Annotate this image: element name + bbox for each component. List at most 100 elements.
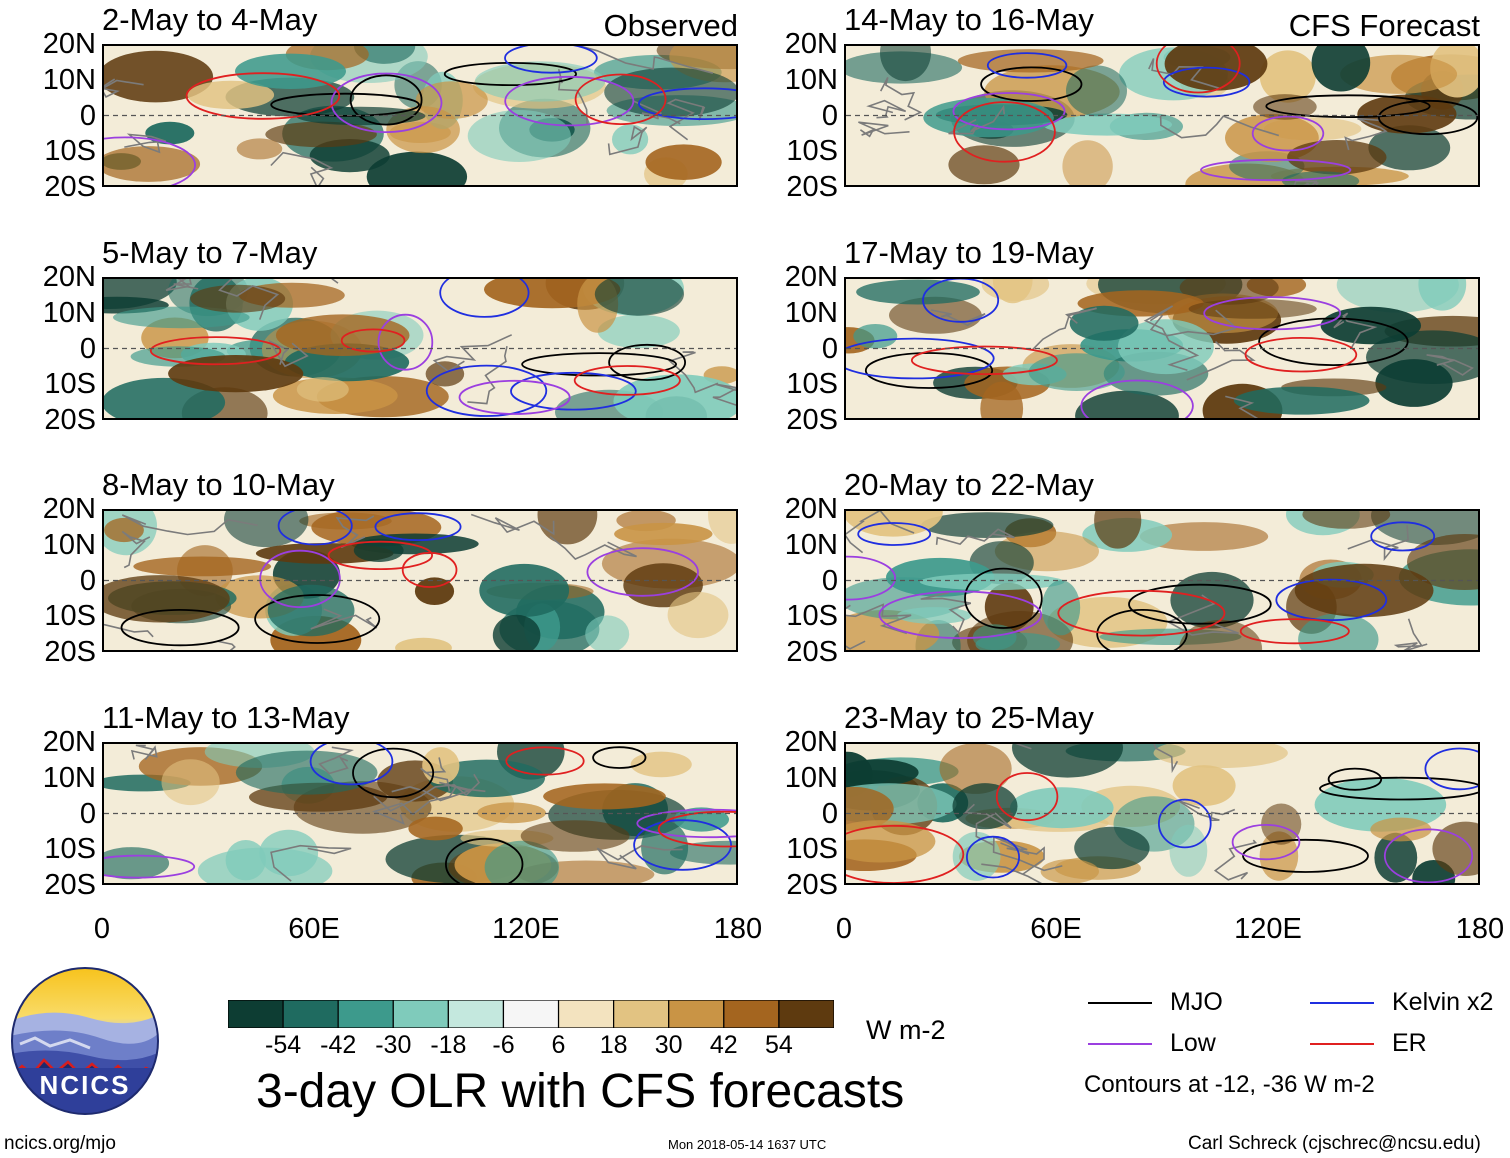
olr-anomaly-blob — [477, 802, 546, 824]
olr-anomaly-blob — [113, 306, 250, 329]
contour-mjo — [1258, 317, 1409, 366]
colorbar — [227, 999, 835, 1029]
coastline — [607, 125, 648, 156]
coastline — [121, 530, 151, 569]
contour-kelvin-x2 — [504, 46, 598, 74]
contour-low — [377, 313, 434, 371]
coastline — [104, 623, 154, 638]
coastline — [121, 514, 258, 536]
olr-anomaly-blob — [1169, 824, 1208, 877]
olr-anomaly-blob — [880, 46, 931, 82]
contour-mjo — [1096, 609, 1188, 650]
y-tick-label: 10N — [784, 63, 838, 96]
contour-er — [910, 345, 1058, 376]
coastline — [576, 46, 714, 74]
legend-line — [1310, 1043, 1374, 1045]
contour-er — [505, 746, 585, 776]
olr-anomaly-blob — [408, 816, 463, 841]
x-tick-label: 180 — [713, 913, 763, 945]
contour-mjo — [980, 66, 1083, 102]
coastline — [1177, 799, 1236, 822]
contour-low — [1200, 158, 1352, 182]
panel-title: 17-May to 19-May — [844, 235, 1094, 270]
colorbar-swatch — [668, 999, 725, 1029]
olr-anomaly-blob — [133, 556, 272, 577]
y-tick-label: 10S — [786, 833, 838, 866]
coastline — [632, 100, 681, 125]
x-tick-label: 180 — [1455, 913, 1505, 945]
contour-er — [1239, 618, 1350, 645]
contour-kelvin-x2 — [1424, 747, 1478, 791]
coastline — [549, 535, 637, 560]
forecast-label: CFS Forecast — [1288, 8, 1480, 43]
legend-label: Low — [1170, 1029, 1216, 1057]
colorbar-level-label: 54 — [764, 1031, 793, 1059]
coastline — [963, 803, 1012, 846]
contour-low — [636, 808, 736, 839]
x-tick-label: 0 — [835, 913, 853, 945]
olr-anomaly-blob — [846, 786, 894, 831]
olr-anomaly-blob — [952, 783, 1018, 830]
olr-anomaly-blob — [235, 750, 378, 795]
contour-er — [953, 101, 1056, 163]
colorbar-level-label: -6 — [492, 1031, 515, 1059]
contour-kelvin-x2 — [1275, 578, 1388, 622]
contour-mjo — [864, 352, 994, 389]
y-tick-label: 10S — [44, 600, 96, 633]
olr-anomaly-blob — [1287, 140, 1387, 175]
y-tick-label: 0 — [821, 564, 838, 597]
olr-anomaly-blob — [856, 279, 980, 305]
olr-anomaly-blob — [1432, 821, 1478, 876]
coastline — [1143, 305, 1200, 372]
contour-mjo — [1265, 94, 1431, 119]
colorbar-level-label: -30 — [375, 1031, 412, 1059]
olr-anomaly-blob — [980, 381, 1024, 418]
olr-anomaly-blob — [543, 783, 666, 810]
contour-er — [657, 810, 736, 848]
y-tick-label: 10S — [786, 368, 838, 401]
colorbar-level-label: 30 — [654, 1031, 683, 1059]
y-tick-label: 20S — [786, 404, 838, 436]
x-tick-label: 120E — [492, 913, 560, 945]
olr-anomaly-blob — [1253, 94, 1317, 120]
y-tick-label: 20N — [42, 28, 96, 60]
y-tick-label: 20S — [44, 869, 96, 901]
panel-title: 5-May to 7-May — [102, 235, 318, 270]
olr-anomaly-blob — [236, 138, 283, 160]
olr-anomaly-blob — [708, 511, 736, 544]
panel-title: 23-May to 25-May — [844, 700, 1094, 735]
contour-er — [1057, 589, 1226, 637]
coastline — [1225, 395, 1259, 418]
olr-anomaly-blob — [972, 624, 1017, 650]
coastline — [373, 773, 481, 812]
olr-anomaly-blob — [492, 614, 541, 650]
x-tick-label: 60E — [288, 913, 340, 945]
olr-anomaly-blob — [1139, 522, 1269, 551]
panel-title: 11-May to 13-May — [102, 700, 350, 735]
olr-anomaly-blob — [1069, 305, 1139, 341]
y-tick-label: 10S — [786, 135, 838, 168]
footer-url[interactable]: ncics.org/mjo — [4, 1133, 116, 1154]
olr-map-panel — [102, 509, 738, 652]
footer-author: Carl Schreck (cjschrec@ncsu.edu) — [1188, 1133, 1481, 1154]
coastline — [432, 334, 513, 373]
coastline — [270, 151, 334, 185]
olr-anomaly-blob — [145, 121, 195, 145]
colorbar-swatches — [227, 999, 835, 1029]
contour-kelvin-x2 — [922, 279, 1000, 323]
y-tick-label: 10S — [44, 368, 96, 401]
olr-anomaly-blob — [161, 759, 220, 806]
coastline — [992, 835, 1063, 872]
olr-anomaly-blob — [467, 110, 571, 162]
contour-mjo — [254, 594, 381, 644]
colorbar-swatch — [392, 999, 449, 1029]
contour-kelvin-x2 — [1162, 66, 1251, 98]
coastline — [1213, 839, 1258, 881]
contour-er — [1244, 336, 1358, 373]
contour-low — [1383, 828, 1474, 883]
olr-anomaly-blob — [353, 538, 404, 562]
contour-mjo — [443, 61, 578, 87]
panel-title: 8-May to 10-May — [102, 467, 335, 502]
contour-er — [401, 551, 458, 588]
y-tick-label: 10N — [42, 296, 96, 329]
